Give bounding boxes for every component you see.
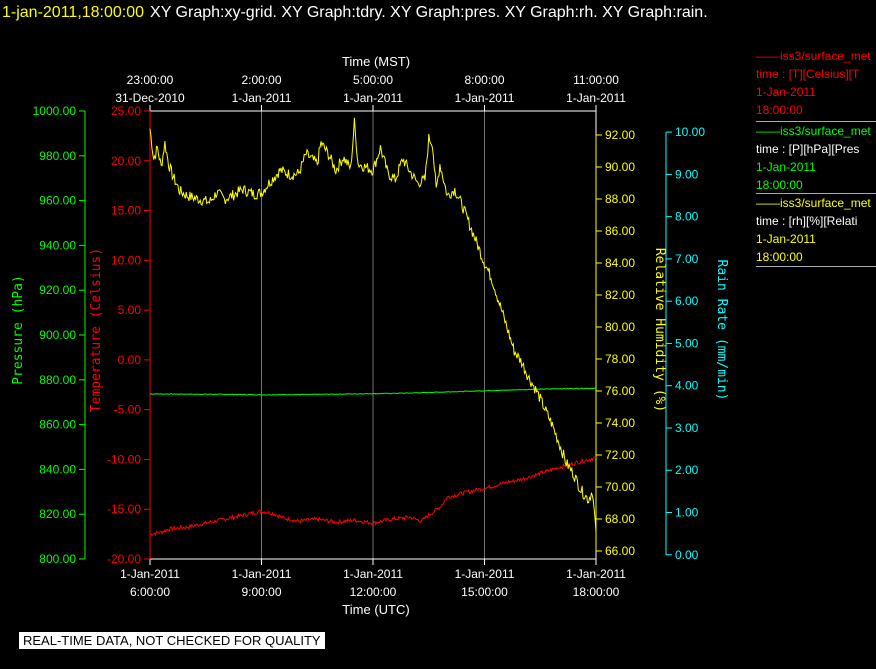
qc-notice: REAL-TIME DATA, NOT CHECKED FOR QUALITY — [19, 632, 325, 649]
legend-time: 18:00:00 — [756, 248, 876, 266]
rain-tick-label: 1.00 — [675, 506, 699, 520]
top-tick-label: 2:00:00 — [241, 73, 281, 87]
humidity-tick-label: 84.00 — [605, 256, 635, 270]
top-tick-label: 8:00:00 — [464, 73, 504, 87]
x-tick-label: 1-Jan-2011 — [455, 567, 515, 581]
pressure-tick-label: 840.00 — [39, 462, 76, 476]
axes: 1-Jan-2011 6:00:00 1-Jan-2011 9:00:00 1-Jan-… — [11, 73, 729, 599]
x-tick-label: 1-Jan-2011 — [566, 567, 626, 581]
humidity-tick-label: 82.00 — [605, 288, 635, 302]
x-tick-label: 18:00:00 — [573, 585, 620, 599]
temperature-tick-label: 25.00 — [111, 104, 141, 118]
top-tick-label: 5:00:00 — [353, 73, 393, 87]
rain-tick-label: 4.00 — [675, 379, 699, 393]
legend-series: ——iss3/surface_met — [756, 194, 876, 212]
legend-series: ——iss3/surface_met — [756, 47, 876, 65]
temperature-tick-label: 10.00 — [111, 253, 141, 267]
pressure-tick-label: 880.00 — [39, 373, 76, 387]
bottom-axis-label: Time (UTC) — [342, 602, 409, 617]
temperature-tick-label: 15.00 — [111, 204, 141, 218]
top-tick-label: 23:00:00 — [127, 73, 174, 87]
legend-series: ——iss3/surface_met — [756, 122, 876, 140]
rain-tick-label: 0.00 — [675, 548, 699, 562]
legend-units: time : [T][Celsius][T — [756, 65, 876, 83]
top-tick-label: 31-Dec-2010 — [115, 91, 185, 105]
humidity-tick-label: 88.00 — [605, 192, 635, 206]
humidity-axis-title: Relative Humidity (%) — [652, 248, 667, 412]
rain-tick-label: 6.00 — [675, 294, 699, 308]
temperature-tick-label: -20.00 — [107, 552, 141, 566]
x-tick-label: 12:00:00 — [350, 585, 397, 599]
x-tick-label: 1-Jan-2011 — [232, 567, 292, 581]
pressure-tick-label: 860.00 — [39, 418, 76, 432]
top-tick-label: 1-Jan-2011 — [455, 91, 515, 105]
rain-tick-label: 2.00 — [675, 463, 699, 477]
legend-units: time : [rh][%][Relati — [756, 212, 876, 230]
legend-time: 18:00:00 — [756, 101, 876, 119]
legend-temperature: ——iss3/surface_met time : [T][Celsius][T… — [756, 47, 876, 119]
x-tick-label: 1-Jan-2011 — [343, 567, 403, 581]
temperature-tick-label: 20.00 — [111, 154, 141, 168]
pressure-tick-label: 960.00 — [39, 194, 76, 208]
top-axis-label: Time (MST) — [342, 54, 410, 69]
grid-lines — [262, 111, 485, 559]
pressure-tick-label: 900.00 — [39, 328, 76, 342]
x-tick-label: 15:00:00 — [461, 585, 508, 599]
x-tick-label: 6:00:00 — [130, 585, 170, 599]
humidity-tick-label: 86.00 — [605, 224, 635, 238]
pressure-axis-title: Pressure (hPa) — [11, 275, 26, 385]
pressure-tick-label: 800.00 — [39, 552, 76, 566]
rain-tick-label: 5.00 — [675, 336, 699, 350]
pressure-tick-label: 1000.00 — [33, 104, 77, 118]
rain-axis-title: Rain Rate (mm/min) — [714, 260, 729, 401]
rain-tick-label: 10.00 — [675, 125, 705, 139]
legend-time: 18:00:00 — [756, 176, 876, 194]
rain-tick-label: 3.00 — [675, 421, 699, 435]
x-tick-label: 9:00:00 — [241, 585, 281, 599]
legend-pressure: ——iss3/surface_met time : [P][hPa][Pres … — [756, 121, 876, 194]
pressure-tick-label: 820.00 — [39, 507, 76, 521]
humidity-tick-label: 70.00 — [605, 480, 635, 494]
top-tick-label: 11:00:00 — [573, 73, 619, 87]
x-tick-label: 1-Jan-2011 — [120, 567, 180, 581]
legend-date: 1-Jan-2011 — [756, 230, 876, 248]
temperature-tick-label: 0.00 — [118, 353, 142, 367]
legend-units: time : [P][hPa][Pres — [756, 140, 876, 158]
temperature-axis-title: Temperature (Celsius) — [89, 248, 104, 412]
temperature-tick-label: 5.00 — [118, 303, 142, 317]
humidity-tick-label: 92.00 — [605, 128, 635, 142]
humidity-tick-label: 72.00 — [605, 448, 635, 462]
humidity-tick-label: 78.00 — [605, 352, 635, 366]
humidity-tick-label: 66.00 — [605, 544, 635, 558]
top-tick-label: 1-Jan-2011 — [343, 91, 403, 105]
top-tick-label: 1-Jan-2011 — [232, 91, 292, 105]
humidity-tick-label: 76.00 — [605, 384, 635, 398]
humidity-tick-label: 90.00 — [605, 160, 635, 174]
temperature-tick-label: -10.00 — [107, 452, 141, 466]
top-tick-label: 1-Jan-2011 — [566, 91, 626, 105]
rain-tick-label: 9.00 — [675, 167, 699, 181]
humidity-tick-label: 74.00 — [605, 416, 635, 430]
temperature-tick-label: -15.00 — [107, 502, 141, 516]
temperature-tick-label: -5.00 — [114, 403, 142, 417]
pressure-tick-label: 940.00 — [39, 238, 76, 252]
legend-date: 1-Jan-2011 — [756, 83, 876, 101]
pressure-tick-label: 920.00 — [39, 283, 76, 297]
rain-tick-label: 7.00 — [675, 252, 699, 266]
humidity-tick-label: 80.00 — [605, 320, 635, 334]
humidity-tick-label: 68.00 — [605, 512, 635, 526]
legend-date: 1-Jan-2011 — [756, 158, 876, 176]
legend-humidity: ——iss3/surface_met time : [rh][%][Relati… — [756, 193, 876, 267]
pressure-tick-label: 980.00 — [39, 149, 76, 163]
rain-tick-label: 8.00 — [675, 210, 699, 224]
